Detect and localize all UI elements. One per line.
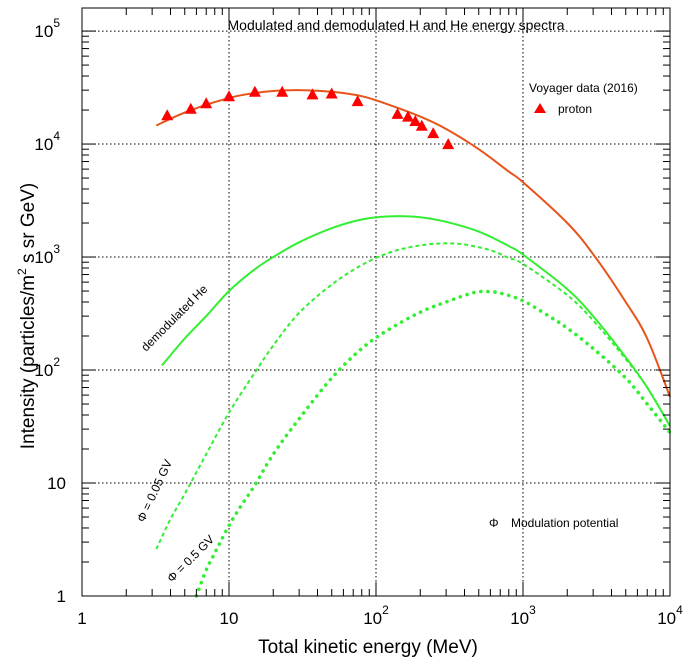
series-line-demodulated-he: [161, 215, 671, 427]
series-line-0-5-gv: [194, 289, 672, 598]
data-point-proton: [409, 115, 422, 126]
data-point-proton: [442, 138, 455, 150]
data-point-proton: [276, 85, 289, 97]
data-point-proton: [415, 119, 428, 131]
data-point-proton: [184, 102, 197, 114]
data-point-proton: [200, 97, 213, 109]
x-tick-label: 10: [220, 609, 239, 628]
data-point-proton: [402, 110, 414, 122]
data-point-proton: [427, 127, 440, 139]
annotation-phi-symbol: Φ: [489, 516, 499, 530]
series-line-proton: [155, 89, 671, 398]
legend-entry-proton: proton: [558, 102, 592, 116]
y-axis-label: Intensity (particles/m2 s sr GeV): [15, 183, 39, 449]
series-group: [155, 85, 672, 598]
data-point-proton: [325, 87, 338, 99]
data-point-proton: [248, 85, 261, 97]
series-line-0-05-gv: [155, 242, 671, 550]
y-tick-label: 10: [47, 474, 66, 493]
x-axis-label: Total kinetic energy (MeV): [258, 637, 478, 658]
data-point-proton: [306, 88, 319, 100]
data-point-proton: [223, 90, 235, 102]
data-point-proton: [161, 109, 174, 121]
x-tick-label: 1: [77, 609, 86, 628]
legend: Voyager data (2016) proton: [529, 81, 638, 116]
data-point-proton: [351, 95, 364, 107]
chart-title: Modulated and demodulated H and He energ…: [228, 17, 565, 33]
annotation-modulation-potential: Modulation potential: [511, 516, 618, 530]
legend-title: Voyager data (2016): [529, 81, 638, 95]
legend-marker-proton: [534, 103, 546, 113]
y-tick-label: 1: [57, 587, 66, 606]
data-point-proton: [391, 107, 404, 119]
